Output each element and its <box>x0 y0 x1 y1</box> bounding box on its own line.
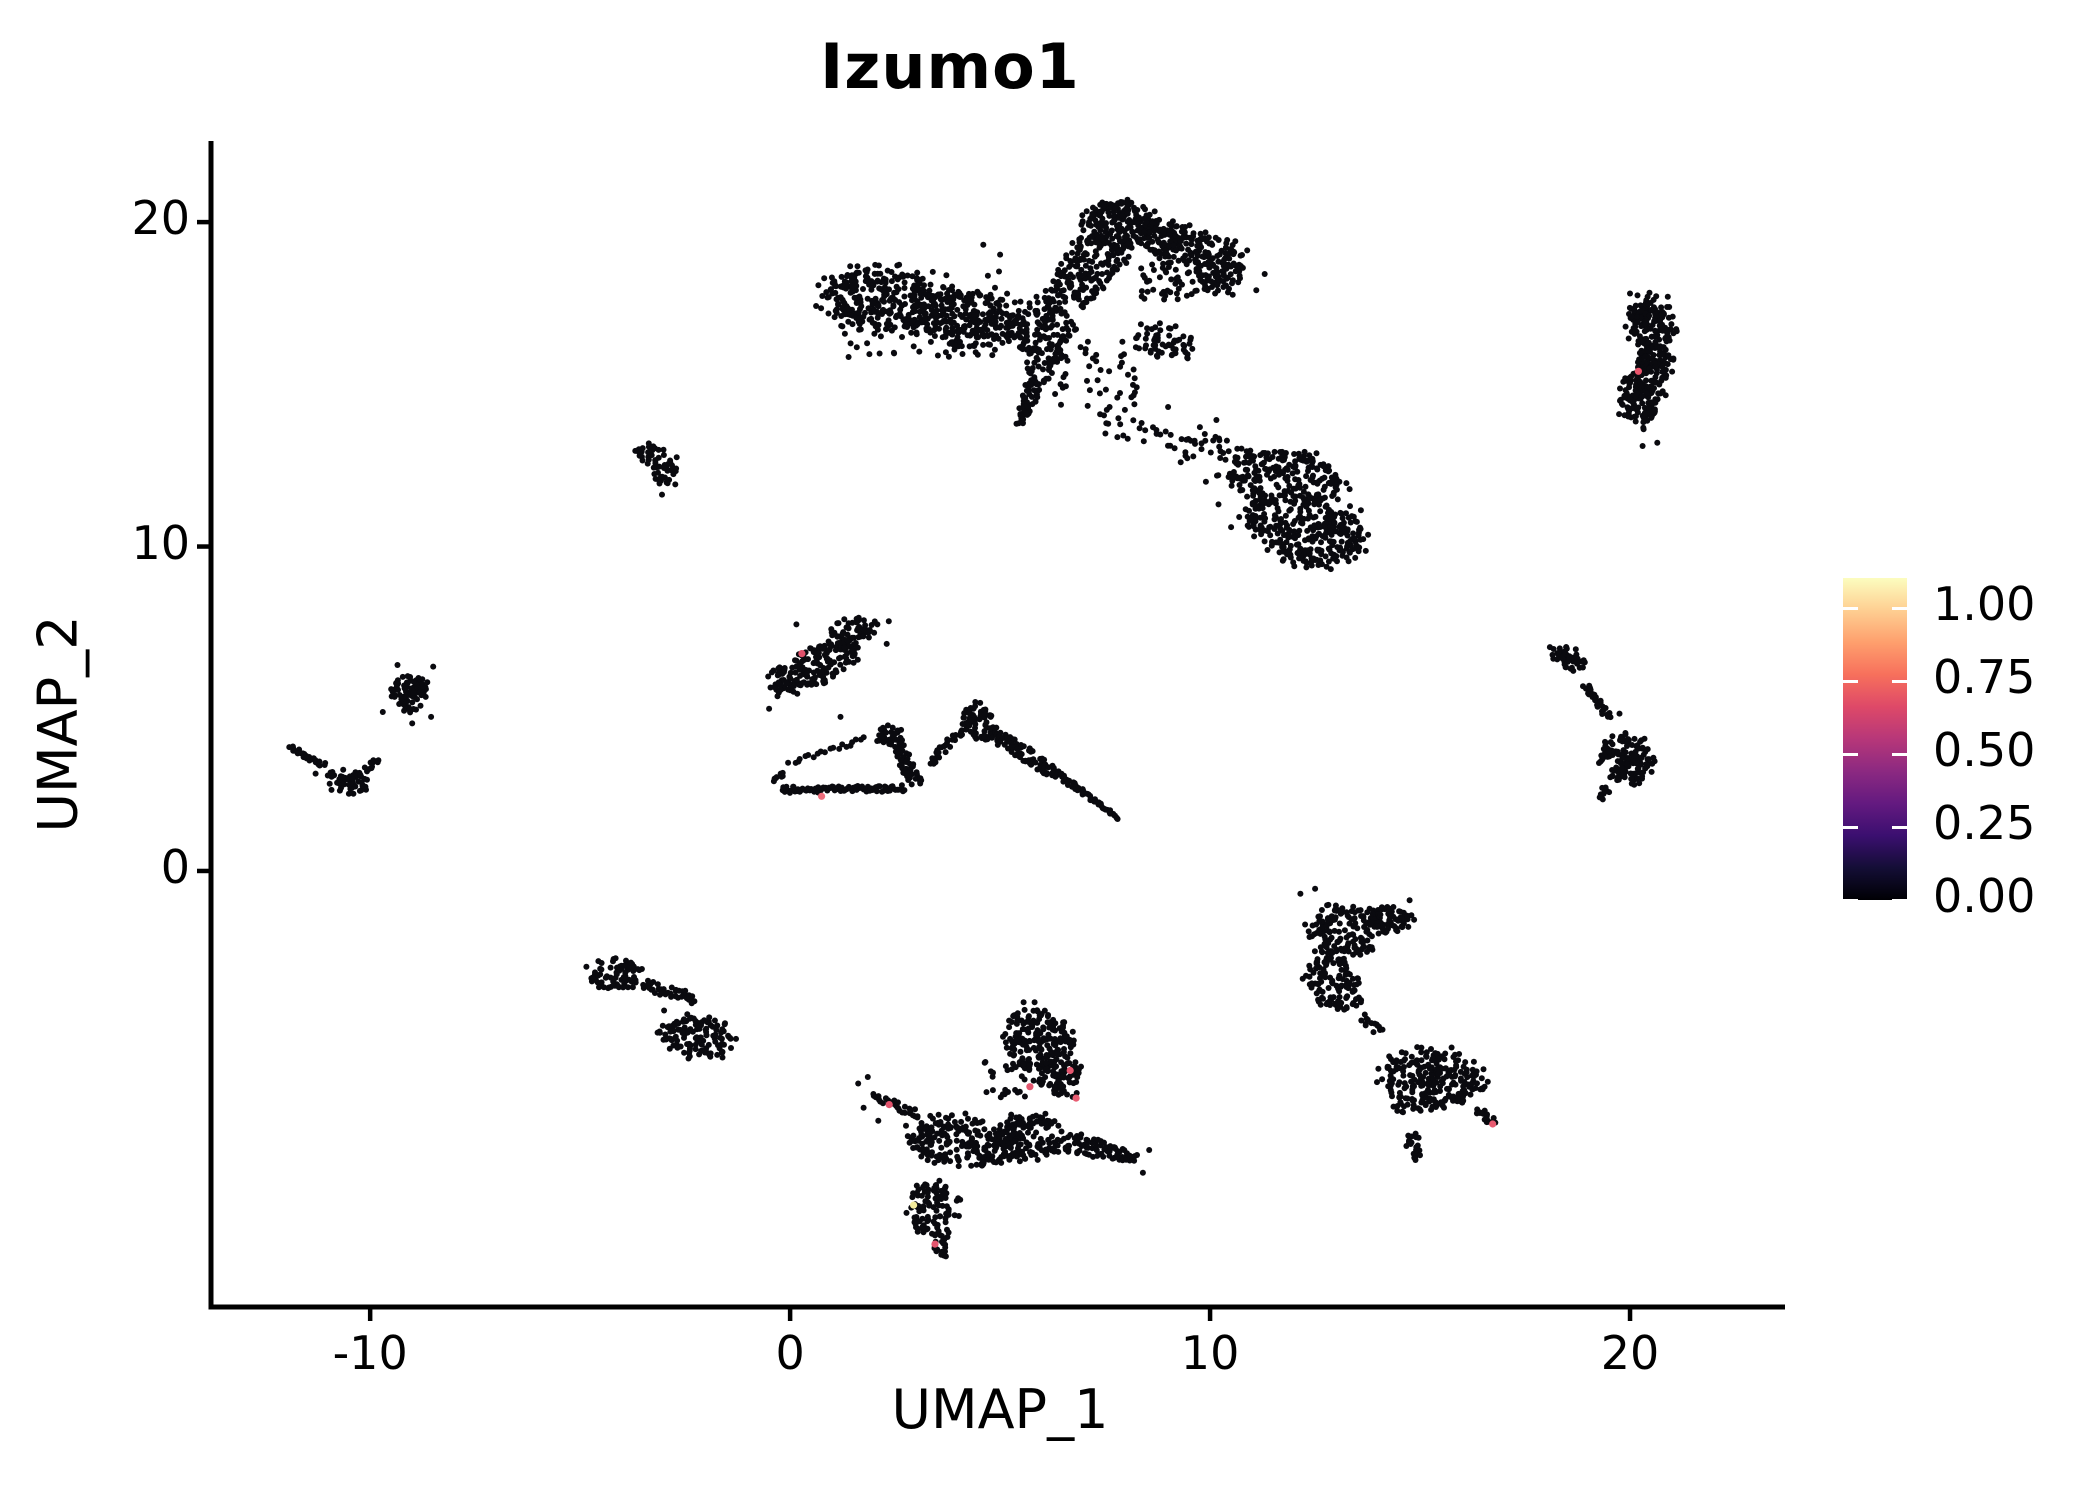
colorbar-tick-mark <box>1843 898 1858 902</box>
colorbar-tick-mark <box>1892 898 1907 902</box>
plot-title: Izumo1 <box>820 30 1080 103</box>
colorbar-tick-mark <box>1843 825 1858 829</box>
colorbar-tick-mark <box>1892 679 1907 683</box>
x-tick-label: 10 <box>1180 1326 1240 1380</box>
colorbar-tick-mark <box>1843 752 1858 756</box>
scatter-points <box>286 196 1680 1260</box>
x-tick-label: 20 <box>1600 1326 1660 1380</box>
colorbar-tick-label: 0.50 <box>1933 723 2036 778</box>
colorbar-tick-label: 0.75 <box>1933 650 2036 705</box>
x-axis-title: UMAP_1 <box>891 1378 1109 1441</box>
colorbar-tick-mark <box>1892 825 1907 829</box>
x-tick-label: -10 <box>332 1326 408 1380</box>
y-tick-label: 10 <box>131 515 190 570</box>
colorbar-tick-mark <box>1892 606 1907 610</box>
colorbar-tick-label: 0.00 <box>1933 869 2036 923</box>
y-tick-label: 20 <box>131 191 190 246</box>
colorbar-tick-mark <box>1892 752 1907 756</box>
colorbar-tick-mark <box>1843 679 1858 683</box>
colorbar-tick-mark <box>1843 606 1858 610</box>
colorbar-tick-label: 1.00 <box>1933 577 2036 632</box>
colorbar-tick-label: 0.25 <box>1933 796 2036 851</box>
axes <box>197 141 1785 1321</box>
y-tick-label: 0 <box>160 839 190 894</box>
x-tick-label: 0 <box>775 1326 805 1380</box>
expression-colorbar <box>1843 578 1907 902</box>
